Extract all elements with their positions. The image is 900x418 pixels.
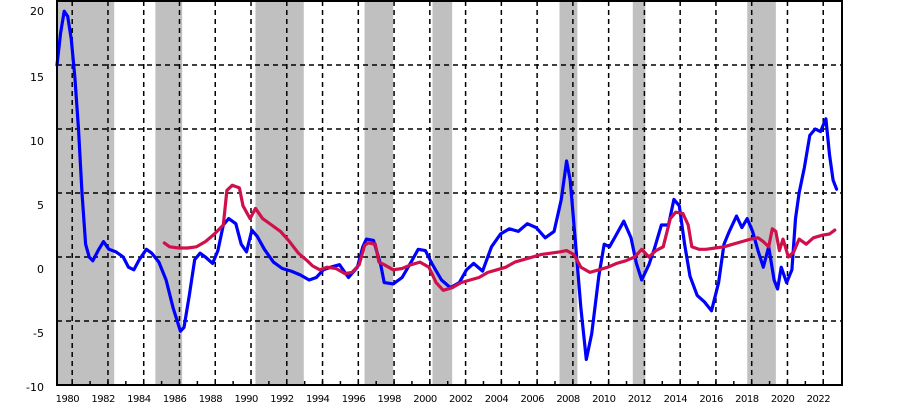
x-tick-label: 1990 — [234, 394, 258, 405]
x-tick-label: 1996 — [342, 394, 366, 405]
x-tick-label: 1998 — [378, 394, 402, 405]
y-tick-label: 5 — [37, 199, 44, 212]
x-tick-label: 1986 — [163, 394, 187, 405]
data-series — [55, 9, 839, 361]
recession-shading — [57, 1, 776, 385]
y-tick-label: -5 — [33, 327, 44, 340]
x-tick-label: 1982 — [91, 394, 115, 405]
x-tick-label: 1980 — [56, 394, 80, 405]
x-tick-label: 2004 — [485, 394, 509, 405]
x-tick-label: 1984 — [127, 394, 151, 405]
x-tick-label: 2014 — [664, 394, 688, 405]
x-axis: 1980 1982 1984 1986 1988 1990 1992 1994 1996 1998… — [56, 381, 831, 405]
y-tick-label: 15 — [30, 71, 44, 84]
recession-band — [364, 1, 394, 385]
recession-band — [632, 1, 646, 385]
x-tick-label: 2020 — [771, 394, 795, 405]
x-tick-label: 2018 — [735, 394, 759, 405]
recession-band — [255, 1, 304, 385]
plot-frame — [56, 0, 843, 386]
x-tick-label: 2006 — [521, 394, 545, 405]
x-tick-label: 2016 — [699, 394, 723, 405]
y-tick-label: -10 — [26, 381, 44, 394]
x-tick-label: 2000 — [413, 394, 437, 405]
x-tick-label: 2012 — [628, 394, 652, 405]
x-tick-label: 2002 — [449, 394, 473, 405]
x-tick-label: 1994 — [306, 394, 330, 405]
y-tick-label: 0 — [37, 263, 44, 276]
y-axis: 20 15 10 5 0 -5 -10 — [26, 5, 44, 394]
y-tick-label: 20 — [30, 5, 44, 18]
x-tick-label: 1992 — [270, 394, 294, 405]
x-tick-label: 2008 — [556, 394, 580, 405]
y-tick-label: 10 — [30, 135, 44, 148]
series-line-crimson — [162, 183, 837, 292]
x-tick-label: 2010 — [592, 394, 616, 405]
x-tick-label: 1988 — [199, 394, 223, 405]
x-tick-label: 2022 — [807, 394, 831, 405]
